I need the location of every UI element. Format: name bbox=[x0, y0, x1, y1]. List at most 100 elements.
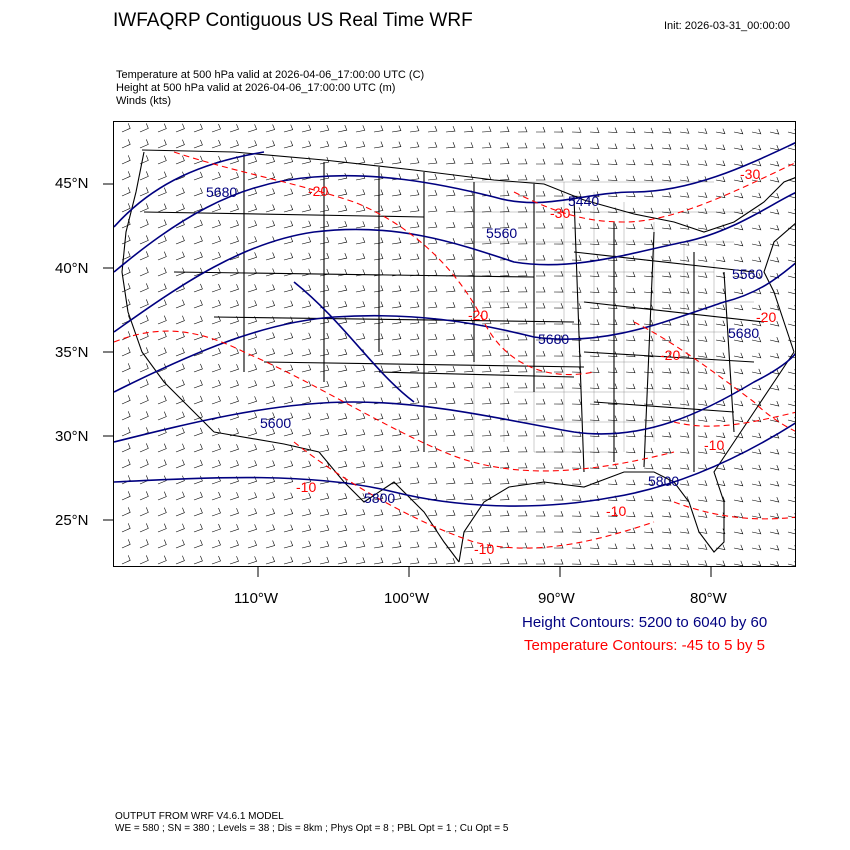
wind-barb bbox=[373, 365, 384, 373]
wind-barb bbox=[589, 367, 600, 373]
wind-barb bbox=[445, 413, 456, 421]
wind-barb bbox=[337, 556, 348, 565]
wind-barb bbox=[247, 540, 257, 549]
wind-barb bbox=[265, 540, 276, 549]
wind-barb bbox=[175, 523, 185, 533]
wind-barb bbox=[517, 414, 528, 421]
wind-barb bbox=[481, 158, 492, 165]
wind-barb bbox=[733, 528, 744, 535]
wind-barb bbox=[283, 156, 294, 165]
wind-barb bbox=[319, 540, 330, 549]
lon-label-100w: 100°W bbox=[384, 590, 430, 607]
wind-barb bbox=[787, 225, 795, 231]
wind-barb bbox=[265, 508, 276, 517]
wind-barb bbox=[301, 284, 312, 293]
wind-barb bbox=[697, 512, 708, 518]
wind-barb bbox=[499, 302, 510, 309]
wind-barb bbox=[625, 367, 636, 374]
wind-barb bbox=[139, 491, 149, 501]
wind-barb bbox=[175, 379, 185, 389]
wind-barb bbox=[536, 558, 546, 565]
wind-barb bbox=[679, 256, 690, 262]
wind-barb bbox=[553, 398, 564, 405]
wind-barb bbox=[157, 123, 167, 133]
wind-barb bbox=[355, 125, 366, 133]
wind-barb bbox=[463, 206, 474, 213]
wind-barb bbox=[319, 508, 330, 517]
temperature-contours bbox=[114, 151, 795, 549]
wind-barb bbox=[499, 350, 510, 357]
wind-barb bbox=[463, 238, 474, 245]
wind-barb bbox=[283, 236, 294, 245]
wind-barb bbox=[283, 252, 294, 261]
wind-barb bbox=[211, 379, 221, 389]
wind-barb bbox=[247, 252, 257, 261]
wind-barb bbox=[536, 206, 546, 213]
wind-barb bbox=[571, 287, 582, 293]
wind-barb bbox=[787, 513, 795, 519]
wind-barb bbox=[319, 236, 330, 245]
wind-barb bbox=[625, 127, 636, 134]
wind-barb bbox=[391, 445, 402, 453]
wind-barb bbox=[715, 400, 726, 406]
wind-barb bbox=[247, 332, 257, 341]
wind-barb bbox=[733, 240, 744, 247]
wind-barb bbox=[733, 208, 744, 215]
wind-barb bbox=[193, 379, 203, 389]
wind-barb bbox=[536, 286, 546, 293]
height-label: 5440 bbox=[568, 193, 599, 209]
wind-barb bbox=[193, 219, 203, 229]
wind-barb bbox=[445, 125, 456, 133]
wind-barb bbox=[571, 399, 582, 405]
wind-barb bbox=[679, 400, 690, 406]
wind-barb bbox=[157, 251, 167, 261]
wind-barb bbox=[337, 412, 348, 421]
wind-barb bbox=[427, 141, 438, 149]
wind-barb bbox=[337, 156, 348, 165]
wind-barb bbox=[625, 143, 636, 150]
wind-barb bbox=[517, 158, 528, 165]
wind-barb bbox=[643, 175, 654, 182]
wind-barb bbox=[463, 350, 474, 357]
height-label: 5800 bbox=[648, 473, 679, 489]
wind-barb bbox=[409, 525, 420, 533]
wind-barb bbox=[355, 301, 366, 309]
wind-barb bbox=[499, 430, 510, 437]
temperature-label: -10 bbox=[704, 437, 724, 453]
height-label: 5560 bbox=[732, 266, 763, 282]
wind-barb bbox=[589, 399, 600, 405]
wind-barb bbox=[589, 271, 600, 277]
wind-barb bbox=[553, 190, 564, 197]
wind-barb bbox=[643, 143, 654, 150]
wind-barb bbox=[373, 301, 384, 309]
wind-barb bbox=[193, 139, 203, 149]
wind-barb bbox=[751, 368, 762, 375]
wind-barb bbox=[517, 558, 528, 565]
wind-barb bbox=[175, 459, 185, 469]
wind-barb bbox=[536, 142, 546, 149]
wind-barb bbox=[175, 427, 185, 437]
wind-barb bbox=[661, 191, 672, 198]
wind-barb bbox=[625, 239, 636, 246]
wind-barb bbox=[643, 271, 654, 278]
wind-barb bbox=[157, 539, 167, 549]
wind-barb bbox=[157, 187, 167, 197]
wind-barb bbox=[787, 497, 795, 503]
wind-barb bbox=[517, 494, 528, 501]
wind-barb bbox=[679, 368, 690, 374]
wind-barb bbox=[481, 366, 492, 373]
wind-barb bbox=[517, 446, 528, 453]
wind-barb bbox=[697, 368, 708, 374]
wind-barb bbox=[427, 173, 438, 181]
wind-barb bbox=[607, 447, 618, 453]
wind-barb bbox=[229, 300, 239, 309]
wind-barb bbox=[697, 240, 708, 246]
wind-barb bbox=[265, 172, 276, 181]
wind-barb bbox=[697, 432, 708, 438]
wind-barb bbox=[481, 494, 492, 501]
wind-barb bbox=[679, 128, 690, 134]
wind-barb bbox=[139, 443, 149, 453]
wind-barb bbox=[355, 141, 366, 149]
wind-barb bbox=[265, 428, 276, 437]
wind-barb bbox=[571, 335, 582, 341]
